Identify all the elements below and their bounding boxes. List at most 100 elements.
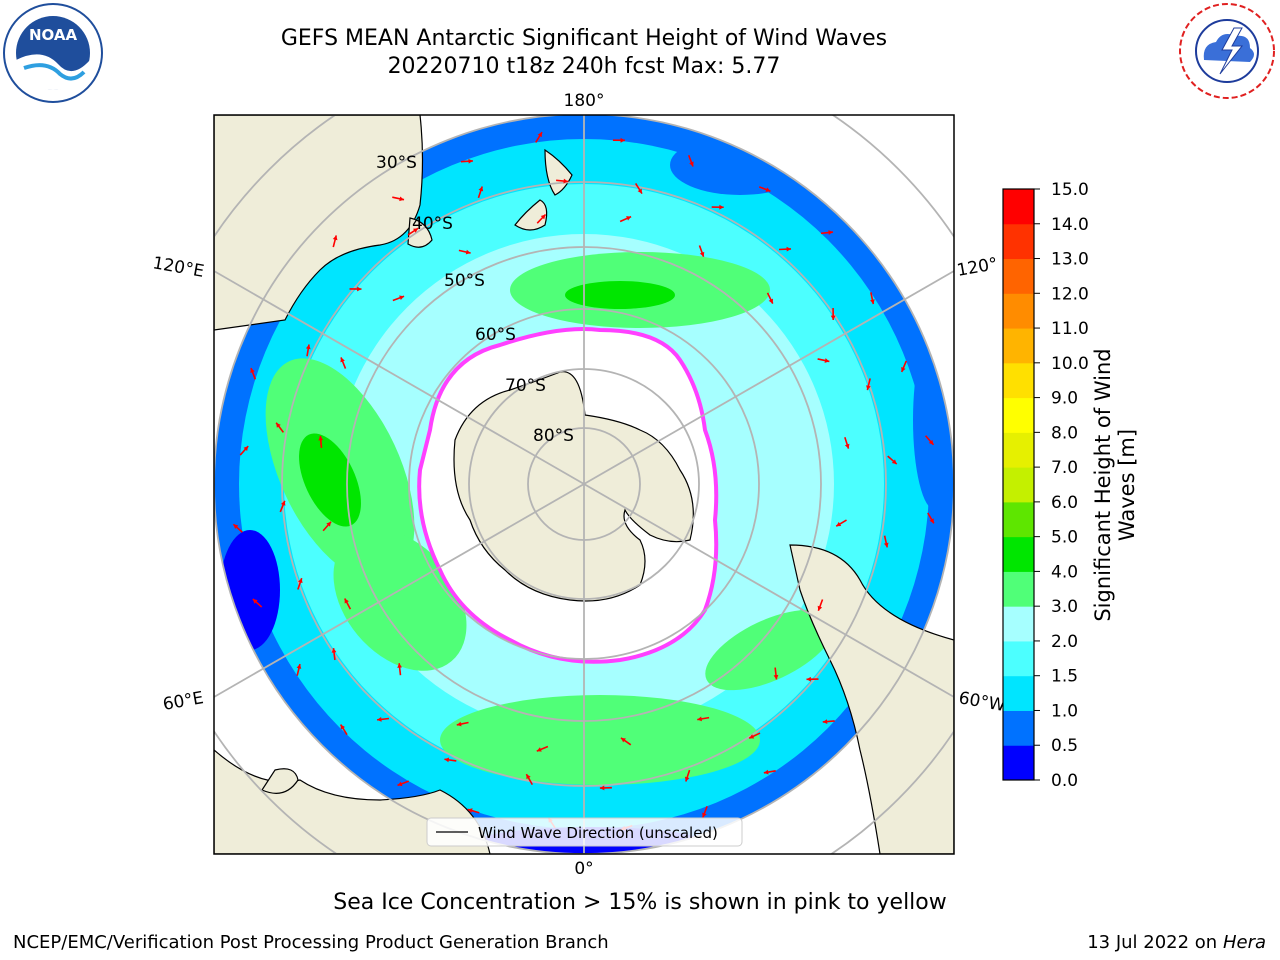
colorbar-segment	[1003, 258, 1034, 294]
colorbar-tick-label: 1.5	[1051, 667, 1078, 687]
colorbar-segment	[1003, 501, 1034, 538]
colorbar-tick-label: 15.0	[1051, 180, 1089, 200]
wave-arrow-head	[326, 521, 332, 527]
colorbar-tick-label: 0.0	[1051, 771, 1078, 791]
wave-arrow-head	[318, 435, 324, 441]
antarctica-land	[453, 371, 694, 602]
colorbar-segment	[1003, 571, 1034, 607]
wave-arrow-head	[526, 774, 531, 780]
wave-arrow-head	[357, 286, 362, 292]
noaa-logo-text: NOAA	[29, 26, 78, 44]
wave-arrow-head	[478, 186, 484, 192]
colorbar-segment	[1003, 710, 1034, 746]
wave-arrow-head	[824, 358, 830, 363]
noaa-logo: NOAA	[3, 3, 103, 103]
wave-arrow-head	[340, 357, 345, 363]
wave-arrow-head	[280, 500, 286, 506]
wave-arrow-head	[817, 605, 823, 611]
colorbar-tick-label: 8.0	[1051, 423, 1078, 443]
wave-arrow-head	[684, 776, 690, 782]
colorbar-tick-label: 5.0	[1051, 528, 1078, 548]
colorbar-tick-label: 10.0	[1051, 354, 1089, 374]
wave-arrow-head	[901, 367, 906, 372]
colorbar-tick-label: 2.0	[1051, 632, 1078, 652]
wave-arrow-head	[467, 808, 473, 813]
lat-label-60s: 60°S	[475, 325, 516, 345]
wave-arrow-head	[830, 315, 836, 320]
colorbar-tick-label: 6.0	[1051, 493, 1078, 513]
wave-arrow-head	[928, 439, 934, 445]
wave-arrow-head	[536, 747, 542, 752]
lat-label-50s: 50°S	[444, 271, 485, 291]
colorbar-segment	[1003, 745, 1034, 781]
lon-label-120w: 120°	[955, 254, 999, 281]
colorbar-tick-label: 13.0	[1051, 250, 1089, 270]
colorbar-segment	[1003, 675, 1034, 711]
wave-arrow-head	[563, 178, 569, 184]
madagascar-land	[261, 768, 299, 794]
wave-arrow-head	[465, 249, 471, 255]
colorbar-tick-label: 9.0	[1051, 389, 1078, 409]
colorbar-segment	[1003, 536, 1034, 572]
wave-arrow-head	[806, 676, 811, 682]
colorbar-segment	[1003, 397, 1034, 433]
colorbar-segment	[1003, 328, 1034, 364]
colorbar-tick-label: 0.5	[1051, 736, 1078, 756]
wave-arrow-head	[377, 716, 382, 722]
wave-arrow-head	[765, 187, 771, 192]
colorbar-tick-label: 14.0	[1051, 215, 1089, 235]
map-legend: Wind Wave Direction (unscaled)	[426, 817, 743, 847]
lat-label-80s: 80°S	[533, 426, 574, 446]
colorbar-label: Significant Height of Wind Waves [m]	[1091, 348, 1139, 622]
footer-date: 13 Jul 2022 on Hera	[1087, 932, 1266, 953]
wave-arrow-head	[786, 246, 792, 252]
wave-arrow-head	[537, 132, 542, 138]
wave-arrow-head	[233, 524, 239, 530]
lat-label-30s: 30°S	[376, 153, 417, 173]
colorbar-tick-label: 12.0	[1051, 284, 1089, 304]
wave-arrow-head	[719, 204, 724, 210]
wave-arrow-head	[870, 299, 875, 305]
colorbar-segment	[1003, 223, 1034, 260]
colorbar-tick-label: 3.0	[1051, 597, 1078, 617]
tasmania-land	[407, 217, 433, 248]
lon-label-0: 0°	[574, 859, 593, 879]
wave-arrow-head	[397, 663, 403, 668]
wave-height-field	[214, 115, 954, 854]
wave-arrow-head	[836, 521, 842, 527]
colorbar-segment	[1003, 606, 1034, 642]
wave-arrow-head	[866, 385, 871, 391]
colorbar-segment	[1003, 640, 1034, 677]
sea-ice-note: Sea Ice Concentration > 15% is shown in …	[333, 890, 947, 915]
wave-arrow-head	[243, 446, 249, 451]
wave-arrow-head	[697, 716, 702, 722]
lon-label-120e: 120°E	[151, 253, 205, 282]
wave-arrow-head	[252, 598, 258, 604]
wave-arrow-head	[828, 230, 833, 235]
latitude-labels: 30°S 40°S 50°S 60°S 70°S 80°S	[376, 153, 574, 446]
colorbar-segment	[1003, 432, 1034, 468]
wave-arrow-head	[344, 598, 349, 604]
colorbar-tick-label: 11.0	[1051, 319, 1089, 339]
colorbar-tick-label: 7.0	[1051, 458, 1078, 478]
wave-arrow-head	[773, 674, 779, 680]
colorbar-segment	[1003, 189, 1034, 225]
australia-land	[214, 115, 424, 331]
lon-label-60e: 60°E	[161, 688, 205, 715]
wave-arrow-head	[276, 422, 281, 428]
wave-arrow-head	[883, 542, 889, 548]
wave-arrow-head	[620, 737, 626, 743]
wave-arrow-head	[768, 298, 773, 304]
wave-arrow-head	[340, 724, 346, 730]
colorbar-segment	[1003, 293, 1034, 329]
wave-arrow-head	[891, 459, 897, 465]
colorbar: 0.0 0.5 1.0 1.5 2.0 3.0 4.0 5.0 6.0 7.0 8.0 9.0 10.0…	[1002, 180, 1089, 791]
wave-arrow-head	[397, 781, 403, 787]
map-frame	[213, 114, 955, 855]
chart-subtitle: 20220710 t18z 240h fcst Max: 5.77	[387, 54, 781, 79]
wave-arrow-head	[305, 344, 311, 350]
wave-arrow-head	[296, 664, 302, 669]
south-america-land	[789, 544, 954, 854]
wave-arrow-head	[929, 518, 934, 524]
footer-host: Hera	[1222, 932, 1266, 953]
